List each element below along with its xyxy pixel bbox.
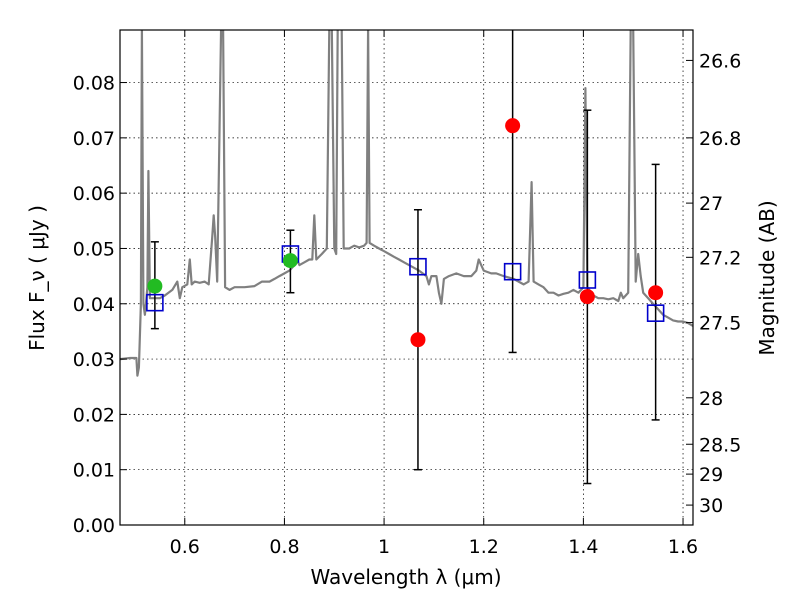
nir-flux-point <box>410 332 426 348</box>
x-tick-label: 0.6 <box>170 536 200 558</box>
right-tick-label: 30 <box>699 495 723 517</box>
optical-flux-point <box>282 253 298 269</box>
spectrum-line <box>120 30 693 377</box>
nir-flux-point <box>505 118 521 134</box>
x-tick-label: 1.6 <box>668 536 698 558</box>
y-tick-label: 0.08 <box>73 73 115 95</box>
right-tick-label: 26.8 <box>699 128 741 150</box>
model-flux-square <box>146 293 164 312</box>
plot-frame <box>119 29 694 526</box>
y-tick-label: 0.03 <box>73 349 115 371</box>
right-tick-label: 27 <box>699 193 723 215</box>
y-tick-label: 0.06 <box>73 183 115 205</box>
model-flux-square <box>646 304 665 322</box>
nir-flux-point <box>648 285 664 301</box>
y-tick-label: 0.07 <box>73 128 115 150</box>
optical-flux-point <box>147 278 163 294</box>
y-tick-label: 0.01 <box>73 460 115 482</box>
y-tick-label: 0.00 <box>73 515 115 537</box>
x-tick-label: 0.8 <box>269 536 299 558</box>
model-flux-square <box>503 262 522 281</box>
x-tick-label: 1 <box>378 536 390 558</box>
right-tick-label: 28.5 <box>699 434 741 456</box>
right-tick-label: 27.2 <box>699 247 741 269</box>
right-tick-label: 29 <box>699 464 723 486</box>
right-tick-label: 28 <box>699 388 723 410</box>
plot-area <box>120 30 693 485</box>
x-axis-label: Wavelength λ (μm) <box>310 565 501 589</box>
y-axis-label-left: Flux F_ν ( μJy ) <box>25 205 49 351</box>
model-flux-square <box>409 257 427 276</box>
y-axis-label-right: Magnitude (AB) <box>755 200 779 355</box>
y-tick-label: 0.05 <box>73 238 115 260</box>
nir-flux-point <box>579 289 595 305</box>
y-tick-label: 0.02 <box>73 404 115 426</box>
x-tick-label: 1.4 <box>568 536 598 558</box>
right-tick-label: 27.5 <box>699 313 741 335</box>
right-tick-label: 26.6 <box>699 50 741 72</box>
x-tick-label: 1.2 <box>469 536 499 558</box>
y-tick-label: 0.04 <box>73 294 115 316</box>
model-flux-square <box>578 271 597 289</box>
axis-ticks: 0.6 0.8 1 1.2 1.4 1.6 0.00 0.01 0.02 0.03 0.04 0.05… <box>73 30 741 558</box>
